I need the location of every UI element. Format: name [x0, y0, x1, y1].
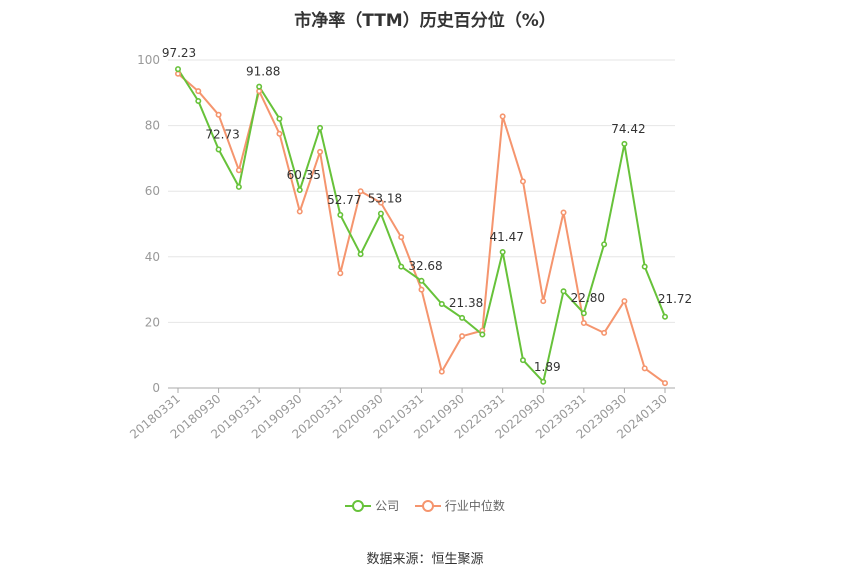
data-label: 74.42	[611, 122, 645, 136]
data-labels: 97.23 72.73 91.88 60.35 52.77 53.18 32.68 21.38…	[162, 46, 692, 374]
data-label: 22.80	[571, 291, 605, 305]
legend-label-company: 公司	[375, 499, 400, 513]
data-label: 32.68	[408, 259, 442, 273]
series-line-1	[177, 73, 666, 384]
legend: 公司 行业中位数	[0, 497, 850, 514]
data-point-1	[621, 298, 628, 305]
data-label: 41.47	[489, 230, 523, 244]
data-point-0	[357, 251, 364, 258]
data-point-0	[560, 288, 567, 295]
data-point-0	[317, 124, 324, 131]
data-point-1	[357, 188, 364, 195]
data-point-1	[195, 88, 202, 95]
data-point-0	[661, 313, 668, 320]
data-point-1	[296, 208, 303, 215]
data-point-0	[398, 263, 405, 270]
data-point-1	[641, 365, 648, 372]
series-lines	[177, 68, 666, 384]
data-label: 1.89	[534, 360, 561, 374]
grid-lines	[168, 59, 675, 323]
data-point-1	[540, 298, 547, 305]
legend-label-industry-median: 行业中位数	[444, 499, 505, 513]
data-point-1	[377, 199, 384, 206]
y-tick-label: 20	[145, 315, 160, 329]
data-point-0	[256, 83, 263, 90]
series-line-0	[177, 68, 666, 383]
data-point-1	[560, 209, 567, 216]
legend-marker-company-icon	[345, 499, 372, 512]
axes: 0204060801002018033120180930201903312019…	[127, 53, 675, 442]
data-point-1	[580, 320, 587, 327]
y-tick-label: 100	[137, 53, 160, 67]
data-label: 53.18	[368, 192, 402, 206]
chart-title: 市净率（TTM）历史百分位（%）	[294, 11, 556, 31]
data-point-0	[296, 187, 303, 194]
data-point-1	[438, 368, 445, 375]
data-point-1	[519, 178, 526, 185]
data-point-1	[337, 270, 344, 277]
data-point-0	[215, 146, 222, 153]
data-point-1	[317, 148, 324, 155]
data-point-0	[459, 314, 466, 321]
data-point-1	[499, 113, 506, 120]
data-label: 60.35	[287, 168, 321, 182]
y-tick-label: 0	[152, 381, 160, 395]
data-point-1	[235, 167, 242, 174]
data-point-1	[459, 333, 466, 340]
data-point-0	[276, 115, 283, 122]
data-point-0	[519, 357, 526, 364]
data-point-0	[438, 301, 445, 308]
data-point-0	[641, 263, 648, 270]
data-point-0	[601, 241, 608, 248]
legend-marker-industry-icon	[414, 499, 441, 512]
data-point-1	[276, 130, 283, 137]
data-label: 21.38	[449, 296, 483, 310]
data-point-1	[661, 380, 668, 387]
y-tick-label: 40	[145, 250, 160, 264]
data-label: 72.73	[205, 127, 239, 141]
y-tick-label: 80	[145, 119, 160, 133]
data-point-0	[540, 378, 547, 385]
data-point-0	[235, 183, 242, 190]
legend-item-industry-median[interactable]: 行业中位数	[414, 497, 505, 514]
data-point-0	[377, 210, 384, 217]
data-point-0	[479, 331, 486, 338]
legend-item-company[interactable]: 公司	[345, 497, 399, 514]
data-label: 21.72	[658, 292, 692, 306]
data-point-1	[175, 70, 182, 77]
data-point-1	[215, 111, 222, 118]
y-tick-label: 60	[145, 184, 160, 198]
data-point-0	[499, 248, 506, 255]
data-point-0	[418, 277, 425, 284]
data-label: 97.23	[162, 46, 196, 60]
series-points	[175, 66, 668, 387]
data-point-0	[580, 310, 587, 317]
data-point-0	[337, 211, 344, 218]
data-source: 数据来源：恒生聚源	[366, 552, 484, 567]
data-point-0	[195, 98, 202, 105]
data-label: 91.88	[246, 65, 280, 79]
data-point-0	[175, 66, 182, 73]
data-point-1	[601, 329, 608, 336]
data-point-1	[398, 234, 405, 241]
data-label: 52.77	[327, 193, 361, 207]
data-point-1	[418, 286, 425, 293]
data-point-0	[621, 140, 628, 147]
